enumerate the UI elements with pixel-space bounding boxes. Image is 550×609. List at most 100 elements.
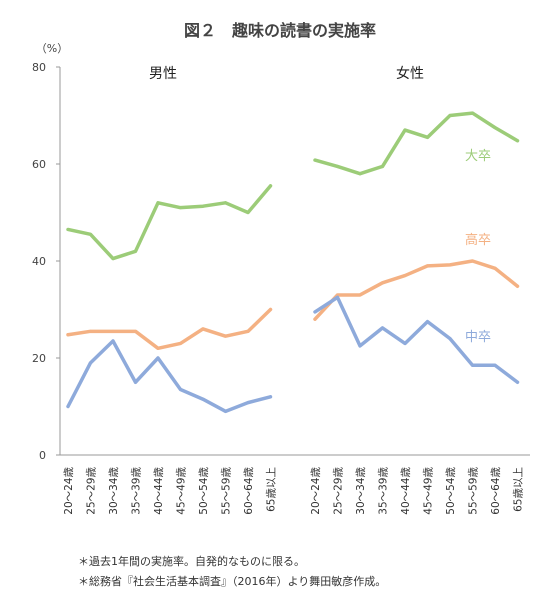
data-point — [516, 284, 519, 288]
x-tick-label: 50～54歳 — [445, 467, 457, 515]
data-point — [336, 293, 339, 297]
data-point — [246, 211, 250, 214]
data-point — [516, 139, 519, 143]
data-point — [89, 361, 92, 365]
data-point — [224, 409, 227, 413]
data-point — [156, 346, 160, 350]
series-line — [66, 184, 273, 261]
series-label: 高卒 — [465, 232, 491, 248]
y-tick-label: 80 — [32, 61, 46, 74]
data-point — [246, 329, 250, 333]
data-point — [426, 320, 429, 324]
panel-title: 男性 — [149, 66, 177, 82]
x-tick-label: 45～49歳 — [423, 467, 435, 515]
y-tick-label: 0 — [39, 449, 46, 462]
data-point — [313, 310, 317, 314]
series-line — [66, 339, 273, 414]
x-tick-label: 45～49歳 — [176, 467, 188, 515]
data-point — [111, 257, 115, 261]
series-label: 中卒 — [465, 330, 491, 345]
data-point — [201, 397, 205, 401]
panel-title: 女性 — [396, 65, 424, 82]
data-point — [269, 308, 272, 311]
data-point — [358, 344, 362, 348]
x-tick-label: 20～24歳 — [63, 467, 75, 515]
data-point — [493, 266, 497, 270]
data-point — [156, 201, 160, 205]
data-point — [471, 111, 474, 115]
data-point — [224, 201, 227, 205]
x-tick-label: 60～64歳 — [243, 467, 255, 515]
series-line — [313, 111, 520, 176]
data-point — [358, 172, 362, 176]
x-tick-label: 30～34歳 — [355, 467, 367, 515]
data-point — [246, 401, 250, 405]
data-point — [269, 395, 272, 399]
x-tick-label: 35～39歳 — [131, 467, 143, 515]
data-point — [134, 329, 137, 333]
data-point — [381, 164, 384, 168]
data-point — [493, 126, 497, 130]
axes: 0 20 40 60 80 男性 20～24歳 25～29歳 30～34歳 35～39歳 40～44… — [32, 61, 530, 515]
data-point — [89, 232, 92, 236]
data-point — [134, 249, 137, 253]
y-tick-label: 60 — [32, 158, 46, 171]
x-tick-label: 50～54歳 — [198, 467, 210, 515]
data-point — [426, 135, 429, 139]
data-point — [111, 329, 115, 333]
data-point — [201, 204, 205, 208]
x-tick-label: 25～29歳 — [333, 467, 345, 515]
series-line — [66, 307, 273, 351]
data-point — [66, 405, 70, 408]
data-point — [381, 281, 384, 285]
x-tick-label: 30～34歳 — [108, 467, 120, 515]
data-point — [358, 293, 362, 297]
data-point — [156, 356, 160, 360]
x-tick-label: 35～39歳 — [378, 467, 390, 515]
data-point — [111, 339, 115, 343]
data-point — [336, 295, 339, 299]
x-tick-label: 55～59歳 — [468, 467, 480, 515]
data-point — [448, 114, 452, 117]
data-point — [448, 263, 452, 267]
data-point — [448, 337, 452, 341]
x-tick-label: 65歳以上 — [513, 467, 525, 512]
x-tick-label: 55～59歳 — [221, 467, 233, 515]
footnote-1: ＊過去1年間の実施率。自発的なものに限る。 — [78, 554, 305, 568]
series-line — [313, 259, 520, 321]
data-point — [336, 164, 339, 168]
data-point — [403, 128, 407, 132]
series-label: 大卒 — [465, 149, 491, 164]
data-point — [313, 158, 317, 162]
series-line — [313, 295, 520, 384]
data-point — [381, 326, 384, 330]
data-point — [224, 334, 227, 338]
data-point — [179, 388, 182, 392]
data-point — [269, 184, 272, 188]
y-tick-label: 20 — [32, 352, 46, 365]
x-tick-label: 65歳以上 — [266, 467, 278, 512]
data-point — [66, 333, 70, 337]
y-tick-label: 40 — [32, 255, 46, 268]
data-point — [516, 380, 519, 384]
x-tick-label: 60～64歳 — [490, 467, 502, 515]
data-point — [471, 259, 474, 263]
x-tick-label: 40～44歳 — [153, 467, 165, 515]
x-tick-label: 25～29歳 — [86, 467, 98, 515]
x-tick-label: 40～44歳 — [400, 467, 412, 515]
y-axis-unit: （%） — [36, 42, 68, 55]
data-point — [403, 274, 407, 278]
data-point — [134, 380, 137, 384]
data-point — [471, 363, 474, 367]
data-point — [403, 341, 407, 345]
data-point — [66, 227, 70, 231]
data-point — [493, 363, 497, 367]
data-point — [201, 327, 205, 331]
data-point — [179, 341, 182, 345]
data-point — [313, 317, 317, 321]
data-point — [89, 329, 92, 333]
chart-title: 図２ 趣味の読書の実施率 — [184, 21, 376, 40]
